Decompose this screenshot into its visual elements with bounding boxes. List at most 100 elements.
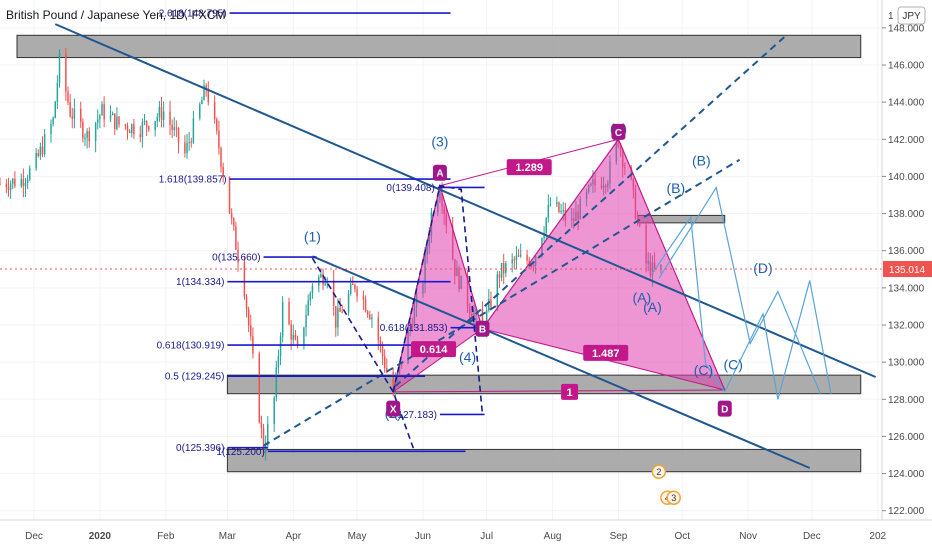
- candle-body: [216, 119, 218, 131]
- candle-body: [324, 283, 326, 285]
- candle-body: [199, 104, 201, 119]
- y-tick-label: 146.000: [888, 61, 925, 72]
- candle-body: [392, 372, 394, 394]
- candle-body: [549, 204, 552, 206]
- fib-level-label: 0.618(130.919): [157, 341, 225, 352]
- fib-level-label: 0(125.396): [176, 443, 224, 454]
- candle-body: [290, 324, 292, 340]
- chart-title: British Pound / Japanese Yen, 1D, FXCM: [6, 8, 225, 22]
- candle-body: [243, 262, 246, 297]
- candle-body: [169, 111, 171, 126]
- candle-body: [275, 367, 278, 398]
- candle-body: [94, 122, 97, 142]
- candle-body: [545, 218, 547, 233]
- candle-body: [192, 118, 195, 143]
- candle-body: [103, 104, 105, 120]
- candle-body: [37, 152, 39, 156]
- wave-projection-path: [724, 280, 832, 400]
- ratio-badge: [583, 344, 629, 361]
- wave-projection-path: [651, 215, 726, 393]
- candle-body: [556, 202, 558, 205]
- candle-body: [65, 52, 67, 92]
- candle-body: [349, 284, 352, 295]
- candle-body: [0, 183, 1, 185]
- candle-body: [128, 130, 131, 134]
- fib-level-label: 2.618(148.795): [159, 9, 227, 20]
- x-tick-label: Jun: [415, 531, 431, 542]
- candle-body: [341, 311, 343, 313]
- ratio-label: 1: [567, 387, 573, 399]
- candle-body: [41, 146, 44, 155]
- candle-body: [43, 134, 46, 155]
- event-badge-label: 3: [671, 493, 676, 503]
- ratio-label: 0.614: [420, 344, 448, 356]
- candle-body: [498, 274, 501, 278]
- candle-body: [309, 293, 312, 301]
- candle-body: [562, 210, 564, 212]
- candle-body: [101, 104, 103, 116]
- candle-body: [347, 294, 350, 313]
- candle-body: [354, 284, 356, 289]
- currency-badge-label: JPY: [902, 11, 921, 22]
- candle-body: [560, 211, 562, 213]
- candle-body: [303, 327, 305, 346]
- event-badge: [666, 490, 681, 505]
- x-tick-label: Dec: [803, 531, 821, 542]
- candle-body: [114, 113, 116, 129]
- ratio-badge: [506, 159, 552, 176]
- candle-body: [547, 204, 550, 219]
- candle-body: [260, 422, 263, 428]
- x-tick-label: Aug: [544, 531, 562, 542]
- y-tick-label: 132.000: [888, 321, 925, 332]
- candle-body: [228, 176, 231, 214]
- last-price-label: 135.014: [889, 265, 926, 276]
- candle-body: [277, 355, 280, 368]
- candle-body: [86, 131, 88, 138]
- candle-body: [126, 125, 129, 131]
- candle-body: [201, 100, 203, 105]
- pattern-point-label: D: [721, 405, 728, 416]
- wave-label: (D): [753, 260, 772, 276]
- x-tick-label: 2020: [89, 531, 112, 542]
- wave-label: (B): [692, 152, 711, 168]
- candle-body: [377, 317, 380, 341]
- candle-body: [517, 255, 520, 257]
- candle-body: [52, 117, 54, 124]
- candle-body: [24, 182, 27, 187]
- y-tick-label: 136.000: [888, 246, 925, 257]
- candle-body: [109, 114, 112, 120]
- candle-body: [488, 299, 490, 310]
- wave-projection-path: [658, 186, 821, 394]
- candle-body: [175, 127, 178, 129]
- candle-body: [352, 284, 354, 286]
- y-axis-top-label: 1: [888, 11, 894, 22]
- candle-body: [505, 263, 507, 274]
- x-tick-label: Jul: [480, 531, 493, 542]
- candle-body: [366, 311, 369, 315]
- pattern-point-badge: [386, 400, 401, 417]
- candle-body: [381, 344, 384, 357]
- candle-body: [190, 141, 193, 143]
- pattern-point-label: A: [436, 169, 443, 180]
- candle-body: [139, 134, 142, 138]
- candle-body: [288, 301, 290, 325]
- ratio-badge: [561, 383, 579, 400]
- ratio-badge: [411, 341, 457, 358]
- wave-label: (3): [431, 134, 448, 150]
- candle-body: [305, 315, 307, 328]
- candle-body: [502, 263, 505, 274]
- candle-body: [88, 131, 91, 142]
- pattern-point-label: X: [390, 405, 397, 416]
- x-tick-label: Mar: [219, 531, 237, 542]
- candle-body: [56, 82, 59, 102]
- candle-body: [7, 187, 10, 191]
- currency-badge[interactable]: JPY: [897, 6, 926, 25]
- wave-label: (B): [667, 180, 686, 196]
- x-tick-label: Nov: [739, 531, 757, 542]
- candle-body: [71, 116, 74, 119]
- x-tick-label: Apr: [286, 531, 302, 542]
- candle-body: [148, 126, 150, 130]
- candle-body: [335, 306, 337, 328]
- ratio-label: 1.487: [592, 348, 620, 360]
